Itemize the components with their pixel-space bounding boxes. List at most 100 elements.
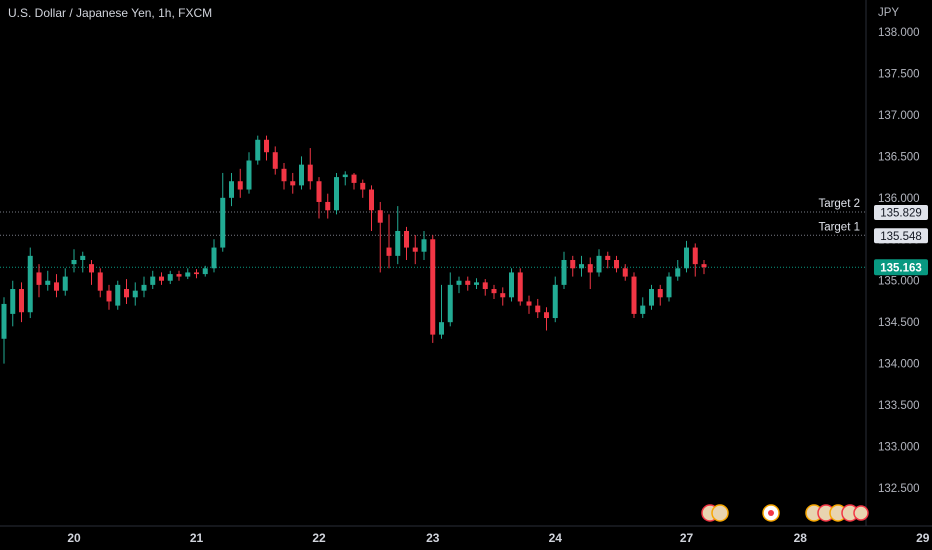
candle bbox=[89, 260, 94, 285]
time-axis[interactable]: 20 21 22 23 24 27 28 29 bbox=[67, 531, 929, 545]
candle bbox=[264, 135, 269, 161]
candle-body bbox=[657, 289, 663, 298]
target-label: Target 2 bbox=[818, 198, 860, 210]
event-icon[interactable] bbox=[711, 504, 729, 522]
event-icon[interactable] bbox=[853, 505, 869, 521]
candle-body bbox=[211, 247, 217, 269]
candle bbox=[45, 270, 51, 291]
candle bbox=[622, 264, 628, 281]
candle-body bbox=[255, 139, 261, 161]
price-tick-label: 136.000 bbox=[878, 193, 920, 205]
event-icon-dot bbox=[768, 510, 774, 516]
candle-body bbox=[45, 280, 51, 285]
candle-body bbox=[456, 280, 462, 285]
candle bbox=[386, 214, 392, 269]
price-line-labels: Target 2 135.829 Target 1 135.548 135.163 bbox=[818, 198, 928, 276]
candle-body bbox=[482, 282, 488, 290]
candle bbox=[377, 201, 383, 273]
candle bbox=[290, 172, 296, 194]
candle-body bbox=[106, 290, 112, 302]
price-axis[interactable]: 138.000 137.500 137.000 136.500 136.000 135.5… bbox=[878, 27, 920, 495]
candle bbox=[351, 172, 357, 190]
date-tick-label: 20 bbox=[67, 531, 81, 545]
candle-body bbox=[614, 260, 619, 269]
candle bbox=[132, 282, 138, 306]
candle bbox=[535, 298, 541, 319]
candle bbox=[675, 260, 681, 281]
candle bbox=[605, 251, 611, 269]
candle-body bbox=[281, 168, 287, 182]
candle-body bbox=[517, 272, 523, 302]
candle bbox=[10, 280, 16, 327]
candle-body bbox=[649, 289, 654, 306]
candle bbox=[19, 282, 24, 323]
candle-body bbox=[150, 276, 156, 285]
candle-body bbox=[246, 160, 252, 190]
candle bbox=[666, 272, 672, 302]
candle-body bbox=[701, 264, 707, 268]
candle-body bbox=[605, 255, 611, 260]
candle bbox=[115, 280, 121, 310]
date-tick-label: 22 bbox=[312, 531, 326, 545]
candle bbox=[255, 135, 261, 165]
candle bbox=[701, 260, 707, 275]
target-price-value: 135.829 bbox=[880, 207, 922, 219]
candle-body bbox=[430, 239, 436, 335]
candle bbox=[456, 276, 462, 294]
candle bbox=[404, 226, 409, 260]
candle bbox=[176, 270, 182, 281]
candle bbox=[27, 247, 33, 319]
candle-body bbox=[325, 201, 331, 211]
price-tick-label: 133.000 bbox=[878, 442, 920, 454]
candle-body bbox=[19, 289, 24, 313]
candle-body bbox=[80, 255, 86, 260]
candle bbox=[220, 172, 226, 252]
candle bbox=[325, 193, 331, 219]
candle bbox=[106, 284, 112, 310]
candle-body bbox=[395, 230, 401, 256]
price-tick-label: 137.000 bbox=[878, 110, 920, 122]
candle-body bbox=[552, 284, 558, 319]
candle-body bbox=[439, 322, 444, 335]
candle-body bbox=[675, 268, 681, 277]
candle bbox=[202, 265, 208, 277]
candle bbox=[229, 172, 234, 207]
candle bbox=[299, 156, 304, 190]
target-label: Target 1 bbox=[818, 221, 860, 233]
candle-body bbox=[421, 239, 427, 252]
candle-body bbox=[62, 276, 68, 291]
candle-body bbox=[491, 289, 497, 294]
candle-body bbox=[141, 284, 147, 291]
current-price-box bbox=[874, 259, 928, 276]
candle bbox=[1, 297, 7, 364]
candle bbox=[71, 249, 77, 273]
date-tick-label: 21 bbox=[190, 531, 204, 545]
candle-body bbox=[404, 230, 409, 248]
candle-body bbox=[299, 164, 304, 186]
date-tick-label: 24 bbox=[549, 531, 563, 545]
candle-body bbox=[587, 264, 593, 273]
candle-body bbox=[360, 182, 366, 190]
candle bbox=[159, 272, 164, 285]
candle bbox=[360, 179, 366, 198]
candle-body bbox=[237, 181, 243, 190]
candle bbox=[491, 284, 497, 299]
candle bbox=[342, 171, 348, 186]
candle bbox=[684, 240, 689, 273]
candle-body bbox=[194, 272, 199, 275]
candle-body bbox=[71, 260, 77, 265]
candle-body bbox=[316, 181, 322, 202]
candle-body bbox=[132, 290, 138, 298]
candle-body bbox=[185, 272, 191, 277]
candle bbox=[334, 172, 339, 215]
candle bbox=[587, 257, 593, 290]
economic-event-icons[interactable] bbox=[701, 504, 869, 522]
candle bbox=[447, 272, 453, 327]
candle-body bbox=[666, 276, 672, 298]
candle-body bbox=[369, 189, 374, 211]
candle bbox=[150, 270, 156, 290]
candle-body bbox=[570, 260, 576, 269]
candle bbox=[237, 168, 243, 198]
candle-body bbox=[272, 152, 278, 169]
